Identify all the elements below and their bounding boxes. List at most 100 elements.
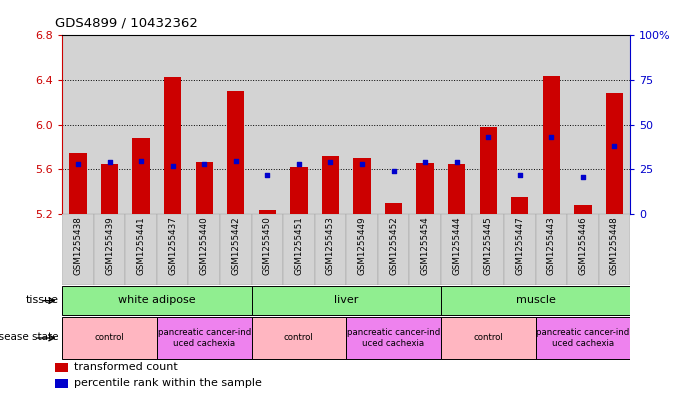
Text: liver: liver (334, 295, 359, 305)
Text: GSM1255439: GSM1255439 (105, 216, 114, 275)
Text: GSM1255445: GSM1255445 (484, 216, 493, 275)
Text: GSM1255453: GSM1255453 (326, 216, 335, 275)
Bar (252, 35, 283, 214)
Bar (62, 286, 252, 316)
Bar (574, 205, 591, 214)
Bar (258, 210, 276, 214)
Bar (385, 203, 402, 214)
Bar (94, 214, 125, 285)
Bar (346, 317, 441, 359)
Text: control: control (473, 334, 503, 342)
Text: GSM1255440: GSM1255440 (200, 216, 209, 275)
Bar (409, 35, 441, 214)
Bar (473, 214, 504, 285)
Bar (536, 35, 567, 214)
Bar (196, 162, 213, 214)
Text: GSM1255450: GSM1255450 (263, 216, 272, 275)
Text: GSM1255437: GSM1255437 (168, 216, 177, 275)
Text: GSM1255442: GSM1255442 (231, 216, 240, 275)
Bar (62, 35, 94, 214)
Point (577, 173, 588, 180)
Bar (606, 94, 623, 214)
Bar (567, 35, 598, 214)
Bar (598, 35, 630, 214)
Bar (409, 214, 441, 285)
Text: GSM1255451: GSM1255451 (294, 216, 303, 275)
Bar (101, 164, 118, 214)
Bar (62, 317, 157, 359)
Point (293, 161, 304, 167)
Bar (504, 214, 536, 285)
Bar (283, 214, 314, 285)
Bar (504, 35, 536, 214)
Text: muscle: muscle (515, 295, 556, 305)
Bar (133, 138, 150, 214)
Bar (125, 214, 157, 285)
Bar (536, 214, 567, 285)
Point (230, 158, 241, 164)
Bar (441, 317, 536, 359)
Bar (157, 214, 189, 285)
Bar (346, 214, 378, 285)
Bar (353, 158, 370, 214)
Point (514, 172, 525, 178)
Point (325, 159, 336, 165)
Text: GSM1255447: GSM1255447 (515, 216, 524, 275)
Text: GSM1255452: GSM1255452 (389, 216, 398, 275)
Bar (125, 35, 157, 214)
Bar (314, 214, 346, 285)
Bar (220, 214, 252, 285)
Text: pancreatic cancer-ind
uced cachexia: pancreatic cancer-ind uced cachexia (347, 328, 440, 348)
Text: percentile rank within the sample: percentile rank within the sample (74, 378, 262, 389)
Bar (314, 35, 346, 214)
Point (199, 161, 210, 167)
Bar (480, 127, 497, 214)
Text: pancreatic cancer-ind
uced cachexia: pancreatic cancer-ind uced cachexia (536, 328, 630, 348)
Text: GSM1255438: GSM1255438 (73, 216, 82, 275)
Bar (448, 164, 465, 214)
Point (451, 159, 462, 165)
Bar (441, 286, 630, 316)
Bar (283, 35, 314, 214)
Bar (227, 91, 245, 214)
Bar (542, 75, 560, 214)
Bar (164, 77, 181, 214)
Text: control: control (284, 334, 314, 342)
Bar (417, 163, 434, 214)
Bar (157, 317, 252, 359)
Text: GSM1255446: GSM1255446 (578, 216, 587, 275)
Bar (598, 214, 630, 285)
Bar (189, 214, 220, 285)
Text: transformed count: transformed count (74, 362, 178, 372)
Text: GSM1255449: GSM1255449 (357, 216, 366, 275)
Bar (55, 363, 68, 371)
Point (73, 161, 84, 167)
Text: GSM1255454: GSM1255454 (421, 216, 430, 275)
Point (135, 158, 146, 164)
Point (388, 168, 399, 174)
Point (357, 161, 368, 167)
Point (167, 163, 178, 169)
Text: tissue: tissue (26, 295, 59, 305)
Bar (252, 286, 441, 316)
Bar (252, 317, 346, 359)
Text: GSM1255441: GSM1255441 (137, 216, 146, 275)
Bar (378, 35, 409, 214)
Text: white adipose: white adipose (118, 295, 196, 305)
Bar (536, 317, 630, 359)
Point (104, 159, 115, 165)
Text: GSM1255448: GSM1255448 (610, 216, 619, 275)
Bar (378, 214, 409, 285)
Point (546, 134, 557, 140)
Point (482, 134, 493, 140)
Text: GDS4899 / 10432362: GDS4899 / 10432362 (55, 17, 198, 29)
Bar (62, 214, 94, 285)
Point (419, 159, 430, 165)
Bar (189, 35, 220, 214)
Bar (290, 167, 307, 214)
Bar (567, 214, 598, 285)
Text: GSM1255444: GSM1255444 (452, 216, 461, 275)
Bar (441, 35, 473, 214)
Text: GSM1255443: GSM1255443 (547, 216, 556, 275)
Bar (473, 35, 504, 214)
